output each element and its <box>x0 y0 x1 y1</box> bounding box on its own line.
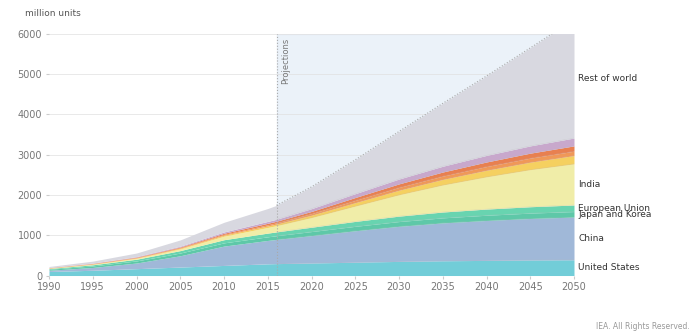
Text: Japan and Korea: Japan and Korea <box>578 210 652 219</box>
Legend: United States, China, Japan and Korea, European Union, India, Indonesia, Mexico,: United States, China, Japan and Korea, E… <box>18 334 532 336</box>
Text: European Union: European Union <box>578 204 650 213</box>
Text: IEA. All Rights Reserved.: IEA. All Rights Reserved. <box>596 322 690 331</box>
Text: million units: million units <box>25 9 81 18</box>
Text: Rest of world: Rest of world <box>578 74 638 83</box>
Text: Projections: Projections <box>281 38 290 84</box>
Bar <box>276 34 592 276</box>
Text: India: India <box>578 180 601 189</box>
Text: China: China <box>578 234 604 243</box>
Text: United States: United States <box>578 263 640 272</box>
